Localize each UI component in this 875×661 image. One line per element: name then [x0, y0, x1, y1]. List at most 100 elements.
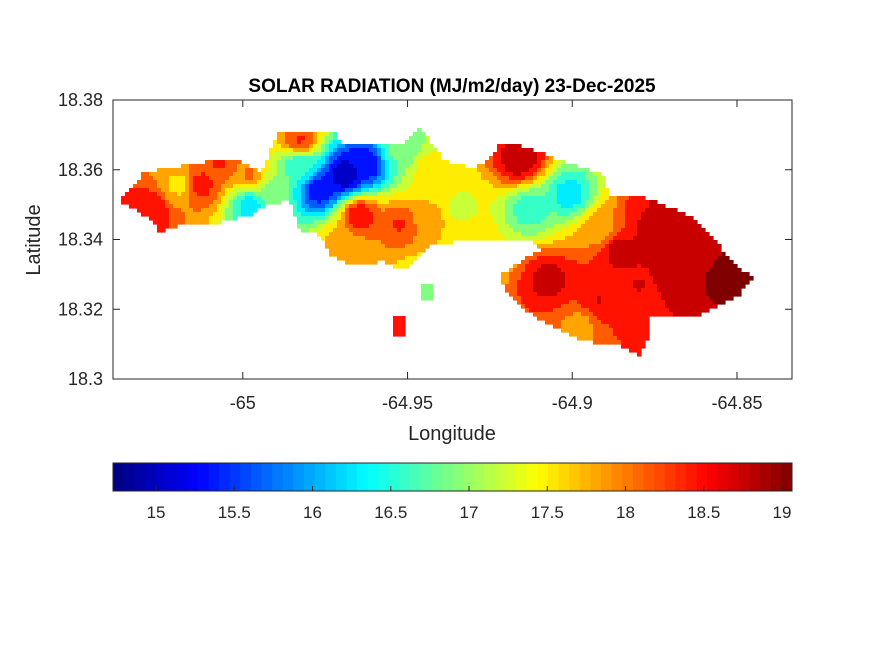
heatmap-cell — [601, 324, 606, 329]
heatmap-cell — [613, 244, 618, 249]
heatmap-cell — [429, 148, 434, 153]
heatmap-cell — [257, 204, 262, 209]
heatmap-cell — [589, 236, 594, 241]
heatmap-cell — [625, 264, 630, 269]
heatmap-cell — [385, 152, 390, 157]
heatmap-cell — [609, 228, 614, 233]
heatmap-cell — [569, 180, 574, 185]
heatmap-cell — [565, 252, 570, 257]
heatmap-cell — [421, 168, 426, 173]
heatmap-cell — [385, 228, 390, 233]
heatmap-cell — [305, 132, 310, 137]
colorbar-segment — [166, 463, 178, 491]
heatmap-cell — [353, 156, 358, 161]
heatmap-cell — [413, 176, 418, 181]
heatmap-cell — [549, 164, 554, 169]
heatmap-cell — [645, 336, 650, 341]
heatmap-cell — [717, 296, 722, 301]
heatmap-cell — [545, 256, 550, 261]
heatmap-cell — [629, 292, 634, 297]
heatmap-cell — [633, 344, 638, 349]
heatmap-cell — [165, 216, 170, 221]
heatmap-cell — [549, 264, 554, 269]
heatmap-cell — [449, 176, 454, 181]
heatmap-cell — [481, 164, 486, 169]
heatmap-cell — [437, 212, 442, 217]
heatmap-cell — [357, 224, 362, 229]
heatmap-cell — [629, 224, 634, 229]
heatmap-cell — [601, 288, 606, 293]
heatmap-cell — [685, 272, 690, 277]
heatmap-cell — [365, 172, 370, 177]
heatmap-cell — [369, 200, 374, 205]
heatmap-cell — [681, 308, 686, 313]
heatmap-cell — [573, 260, 578, 265]
heatmap-cell — [425, 236, 430, 241]
heatmap-cell — [721, 264, 726, 269]
heatmap-cell — [493, 236, 498, 241]
heatmap-cell — [309, 212, 314, 217]
heatmap-cell — [549, 188, 554, 193]
heatmap-cell — [633, 308, 638, 313]
heatmap-cell — [713, 268, 718, 273]
heatmap-cell — [401, 260, 406, 265]
heatmap-cell — [685, 308, 690, 313]
heatmap-cell — [381, 200, 386, 205]
heatmap-cell — [425, 176, 430, 181]
heatmap-cell — [601, 316, 606, 321]
heatmap-cell — [337, 164, 342, 169]
heatmap-cell — [313, 164, 318, 169]
heatmap-cell — [213, 172, 218, 177]
heatmap-cell — [653, 268, 658, 273]
heatmap-cell — [653, 232, 658, 237]
heatmap-cell — [301, 220, 306, 225]
heatmap-cell — [565, 196, 570, 201]
heatmap-cell — [545, 180, 550, 185]
heatmap-cell — [205, 168, 210, 173]
heatmap-cell — [665, 244, 670, 249]
heatmap-cell — [337, 176, 342, 181]
heatmap-cell — [413, 160, 418, 165]
heatmap-cell — [629, 216, 634, 221]
heatmap-cell — [725, 260, 730, 265]
heatmap-cell — [557, 248, 562, 253]
heatmap-cell — [685, 240, 690, 245]
heatmap-cell — [425, 188, 430, 193]
heatmap-cell — [645, 332, 650, 337]
heatmap-cell — [373, 216, 378, 221]
heatmap-cell — [633, 228, 638, 233]
heatmap-cell — [545, 200, 550, 205]
heatmap-cell — [345, 168, 350, 173]
heatmap-cell — [449, 228, 454, 233]
heatmap-cell — [521, 168, 526, 173]
heatmap-cell — [509, 172, 514, 177]
heatmap-cell — [561, 184, 566, 189]
heatmap-cell — [637, 336, 642, 341]
heatmap-cell — [357, 260, 362, 265]
heatmap-cell — [581, 272, 586, 277]
heatmap-cell — [513, 216, 518, 221]
heatmap-cell — [409, 164, 414, 169]
heatmap-cell — [357, 168, 362, 173]
heatmap-cell — [153, 216, 158, 221]
heatmap-cell — [525, 232, 530, 237]
heatmap-cell — [509, 152, 514, 157]
heatmap-cell — [685, 260, 690, 265]
heatmap-cell — [593, 256, 598, 261]
heatmap-cell — [169, 172, 174, 177]
heatmap-cell — [601, 272, 606, 277]
heatmap-cell — [289, 200, 294, 205]
heatmap-cell — [681, 220, 686, 225]
heatmap-cell — [357, 248, 362, 253]
heatmap-cell — [209, 200, 214, 205]
heatmap-cell — [297, 176, 302, 181]
heatmap-cell — [317, 212, 322, 217]
heatmap-cell — [393, 220, 398, 225]
heatmap-cell — [361, 236, 366, 241]
heatmap-cell — [421, 192, 426, 197]
heatmap-cell — [153, 184, 158, 189]
heatmap-cell — [725, 276, 730, 281]
heatmap-cell — [545, 160, 550, 165]
heatmap-cell — [633, 260, 638, 265]
heatmap-cell — [241, 164, 246, 169]
